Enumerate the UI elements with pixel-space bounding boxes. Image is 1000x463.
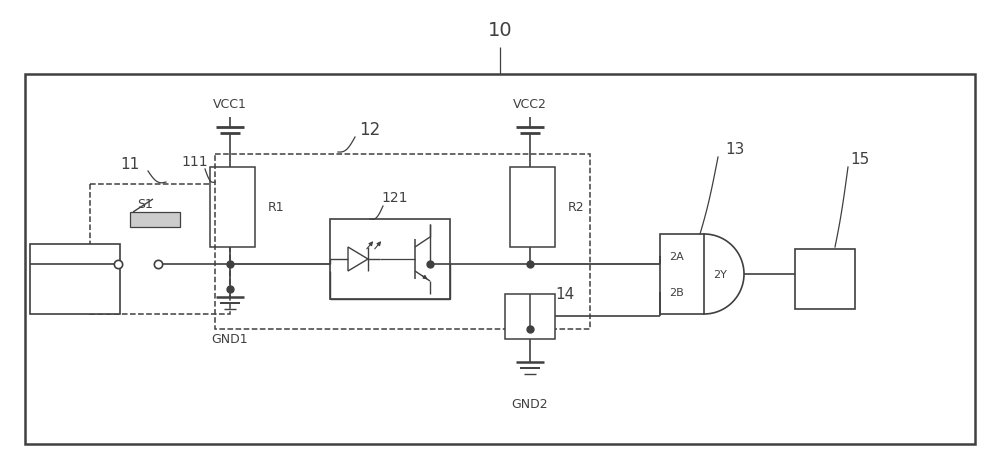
Text: 12: 12 [359, 121, 381, 139]
Text: GND1: GND1 [212, 333, 248, 346]
Text: 2Y: 2Y [713, 269, 727, 279]
Text: 14: 14 [555, 287, 574, 302]
Text: 11: 11 [120, 157, 140, 172]
Text: 15: 15 [850, 152, 870, 167]
Text: 10: 10 [488, 20, 512, 39]
Text: 2A: 2A [669, 251, 683, 261]
Bar [215, 155, 590, 329]
Text: 2B: 2B [669, 288, 683, 298]
Bar [25, 75, 975, 444]
Bar [660, 234, 704, 314]
Bar [90, 185, 230, 314]
Bar [795, 250, 855, 309]
Bar [210, 168, 255, 247]
Text: 13: 13 [725, 142, 745, 157]
Text: R2: R2 [568, 201, 585, 214]
Text: S1: S1 [137, 198, 153, 211]
Text: GND2: GND2 [512, 398, 548, 411]
Bar [330, 219, 450, 300]
Bar [130, 213, 180, 227]
Bar [30, 244, 120, 314]
Bar [510, 168, 555, 247]
Text: R1: R1 [268, 201, 285, 214]
Text: 111: 111 [182, 155, 208, 169]
Text: 121: 121 [382, 191, 408, 205]
Text: VCC2: VCC2 [513, 98, 547, 111]
Bar [505, 294, 555, 339]
Text: VCC1: VCC1 [213, 98, 247, 111]
